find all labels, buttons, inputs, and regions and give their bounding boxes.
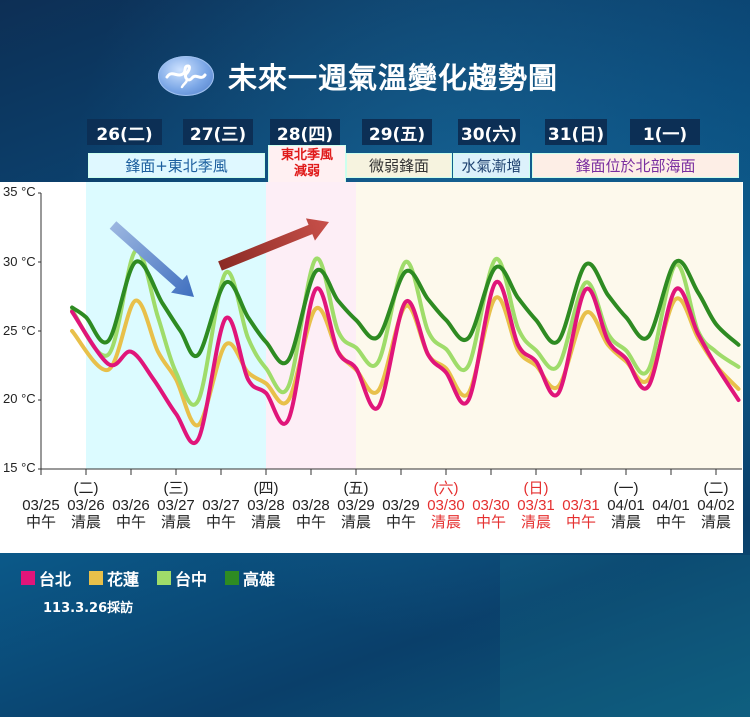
legend-swatch xyxy=(21,571,35,585)
y-tick-35: 35 °C xyxy=(3,184,36,199)
x-tick-label: (五) 03/29 清晨 xyxy=(337,480,375,531)
y-tick-25: 25 °C xyxy=(3,323,36,338)
weather-band: 水氣漸增 xyxy=(453,153,530,178)
x-tick-label: (二) 03/26 清晨 xyxy=(67,480,105,531)
x-tick-label: (一) 04/01 清晨 xyxy=(607,480,645,531)
temperature-line-chart xyxy=(38,182,742,475)
x-tick-label: (六) 03/30 清晨 xyxy=(427,480,465,531)
x-tick-label: (二) 04/02 清晨 xyxy=(697,480,735,531)
x-tick-label: 03/31 中午 xyxy=(562,497,600,531)
x-tick-label: 03/30 中午 xyxy=(472,497,510,531)
y-tick-30: 30 °C xyxy=(3,254,36,269)
background-region xyxy=(356,182,742,469)
x-tick-label: 03/26 中午 xyxy=(112,497,150,531)
warming-arrow-icon xyxy=(218,218,330,271)
interview-date-note: 113.3.26採訪 xyxy=(43,601,134,616)
x-tick-label: 03/25 中午 xyxy=(22,497,60,531)
x-tick-label: (三) 03/27 清晨 xyxy=(157,480,195,531)
chart-title: 未來一週氣溫變化趨勢圖 xyxy=(228,61,559,95)
x-tick-label: 03/28 中午 xyxy=(292,497,330,531)
series-line-台北 xyxy=(70,279,741,445)
x-tick-label: 04/01 中午 xyxy=(652,497,690,531)
cwa-logo-icon xyxy=(158,56,214,96)
legend-item-kaohsiung: 高雄 xyxy=(225,566,275,590)
weather-band: 鋒面+東北季風 xyxy=(88,153,265,178)
legend: 台北 花蓮 台中 高雄 xyxy=(21,566,293,590)
x-tick-label: 03/29 中午 xyxy=(382,497,420,531)
y-tick-20: 20 °C xyxy=(3,391,36,406)
weather-band: 東北季風 減弱 xyxy=(268,145,346,183)
day-label: 28(四) xyxy=(270,119,340,145)
x-tick-label: 03/27 中午 xyxy=(202,497,240,531)
weather-band: 鋒面位於北部海面 xyxy=(532,153,739,178)
day-label: 1(一) xyxy=(630,119,700,145)
day-label: 30(六) xyxy=(458,119,520,145)
y-tick-15: 15 °C xyxy=(3,460,36,475)
title-bar: 未來一週氣溫變化趨勢圖 xyxy=(158,54,558,98)
series-line-台中 xyxy=(70,248,741,407)
background-panel xyxy=(500,555,750,717)
legend-swatch xyxy=(89,571,104,585)
legend-swatch xyxy=(225,571,240,585)
legend-item-hualien: 花蓮 xyxy=(89,566,139,590)
x-tick-label: (日) 03/31 清晨 xyxy=(517,480,555,531)
day-label: 31(日) xyxy=(545,119,607,145)
cooling-arrow-icon xyxy=(109,221,194,298)
legend-item-taichung: 台中 xyxy=(157,566,207,590)
weather-band: 微弱鋒面 xyxy=(346,153,452,178)
legend-item-taipei: 台北 xyxy=(21,566,71,590)
series-line-高雄 xyxy=(70,258,741,366)
day-label: 29(五) xyxy=(362,119,432,145)
day-label: 26(二) xyxy=(87,119,162,145)
legend-swatch xyxy=(157,571,172,585)
day-label: 27(三) xyxy=(183,119,253,145)
x-tick-label: (四) 03/28 清晨 xyxy=(247,480,285,531)
